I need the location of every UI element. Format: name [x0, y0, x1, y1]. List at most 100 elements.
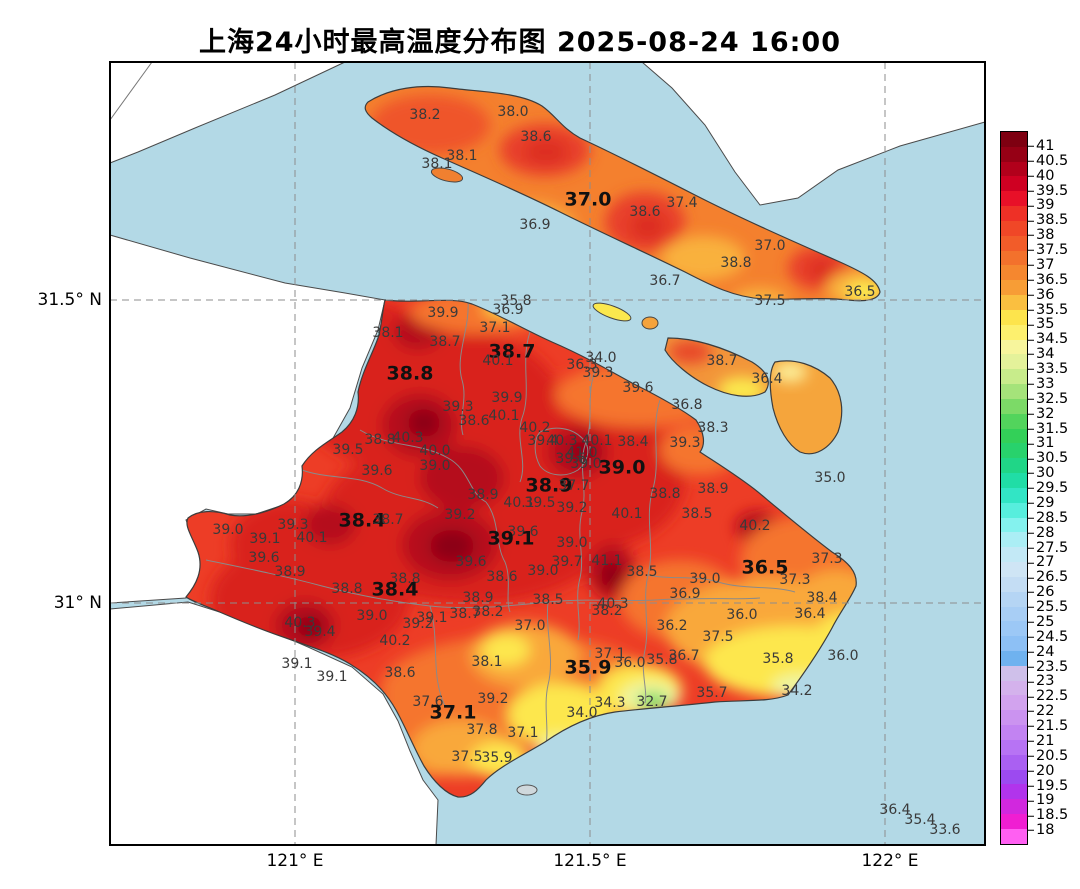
- station-temperature-label: 39.6: [622, 381, 653, 395]
- station-temperature-label: 37.5: [451, 750, 482, 764]
- colorbar-tick-label: 41: [1036, 139, 1054, 154]
- station-temperature-label: 39.1: [316, 670, 347, 684]
- colorbar-tick-label: 25: [1036, 615, 1054, 630]
- station-temperature-label: 39.0: [212, 523, 243, 537]
- colorbar-tick-label: 20: [1036, 763, 1054, 778]
- station-temperature-label: 34.2: [781, 684, 812, 698]
- station-temperature-label: 40.0: [419, 444, 450, 458]
- station-temperature-label: 40.2: [379, 634, 410, 648]
- station-temperature-label: 38.5: [532, 593, 563, 607]
- colorbar-segment: [1001, 369, 1027, 384]
- colorbar-tick-label: 18: [1036, 823, 1054, 838]
- colorbar-segment: [1001, 280, 1027, 295]
- colorbar-segment: [1001, 221, 1027, 236]
- colorbar-segment: [1001, 399, 1027, 414]
- station-temperature-label: 38.9: [467, 488, 498, 502]
- station-temperature-label: 37.8: [466, 723, 497, 737]
- station-temperature-label: 36.9: [669, 587, 700, 601]
- x-axis-tick-label: 121.5° E: [553, 851, 626, 871]
- station-temperature-label: 36.5: [844, 285, 875, 299]
- colorbar-segment: [1001, 755, 1027, 770]
- station-temperature-label: 38.7: [372, 513, 403, 527]
- colorbar-segment: [1001, 547, 1027, 562]
- colorbar-segment: [1001, 132, 1027, 147]
- station-temperature-label: 39.9: [491, 391, 522, 405]
- colorbar-tick-label: 27.5: [1036, 540, 1068, 555]
- station-temperature-label: 38.8: [364, 433, 395, 447]
- station-temperature-label: 37.1: [479, 321, 510, 335]
- station-temperature-label: 39.0: [527, 564, 558, 578]
- station-temperature-label: 38.1: [372, 326, 403, 340]
- station-temperature-label: 39.9: [427, 306, 458, 320]
- colorbar-segment: [1001, 176, 1027, 191]
- colorbar-tick-label: 29: [1036, 496, 1054, 511]
- station-temperature-label: 36.4: [751, 372, 782, 386]
- station-temperature-label: 38.6: [486, 570, 517, 584]
- colorbar-tick-label: 28: [1036, 525, 1054, 540]
- station-temperature-label: 38.6: [629, 205, 660, 219]
- station-temperature-label: 39.5: [332, 443, 363, 457]
- colorbar-tick-label: 23.5: [1036, 659, 1068, 674]
- station-temperature-label: 37.4: [666, 196, 697, 210]
- colorbar-segment: [1001, 636, 1027, 651]
- colorbar-tick-label: 29.5: [1036, 481, 1068, 496]
- colorbar-tick-label: 21.5: [1036, 719, 1068, 734]
- station-temperature-label: 40.2: [739, 519, 770, 533]
- colorbar-tick-label: 32.5: [1036, 392, 1068, 407]
- colorbar-tick-label: 40: [1036, 168, 1054, 183]
- station-temperature-label: 38.8: [720, 256, 751, 270]
- colorbar-tick-label: 19: [1036, 793, 1054, 808]
- colorbar-segment: [1001, 621, 1027, 636]
- colorbar-segment: [1001, 666, 1027, 681]
- station-temperature-label: 34.3: [594, 696, 625, 710]
- station-temperature-label: 40.1: [611, 507, 642, 521]
- station-temperature-label: 38.4: [806, 591, 837, 605]
- station-temperature-label: 36.0: [726, 608, 757, 622]
- station-temperature-label: 39.1: [488, 530, 535, 549]
- x-axis-tick-label: 121° E: [266, 851, 323, 871]
- colorbar-segment: [1001, 607, 1027, 622]
- colorbar-tick-label: 32: [1036, 406, 1054, 421]
- colorbar-segment: [1001, 651, 1027, 666]
- station-temperature-label: 36.8: [671, 398, 702, 412]
- station-temperature-label: 38.3: [697, 421, 728, 435]
- station-temperature-label: 35.9: [565, 659, 612, 678]
- colorbar-tick-label: 24.5: [1036, 630, 1068, 645]
- station-temperature-label: 35.7: [696, 686, 727, 700]
- colorbar-tick-label: 36: [1036, 287, 1054, 302]
- colorbar-tick-label: 18.5: [1036, 808, 1068, 823]
- colorbar-segment: [1001, 191, 1027, 206]
- colorbar-segment: [1001, 577, 1027, 592]
- colorbar-segment: [1001, 429, 1027, 444]
- colorbar-tick-label: 39: [1036, 198, 1054, 213]
- temperature-map-figure: 上海24小时最高温度分布图 2025-08-24 16:00: [0, 0, 1080, 889]
- station-temperature-label: 40.1: [482, 354, 513, 368]
- colorbar-tick-label: 26.5: [1036, 570, 1068, 585]
- station-temperature-label: 37.3: [779, 573, 810, 587]
- station-temperature-label: 39.6: [361, 464, 392, 478]
- colorbar-tick-label: 21: [1036, 734, 1054, 749]
- colorbar-tick-label: 37.5: [1036, 243, 1068, 258]
- colorbar-tick-label: 23: [1036, 674, 1054, 689]
- colorbar-segment: [1001, 384, 1027, 399]
- station-temperature-label: 39.3: [442, 400, 473, 414]
- colorbar-tick-label: 30.5: [1036, 451, 1068, 466]
- station-temperature-label: 39.0: [599, 459, 646, 478]
- station-temperature-label: 37.1: [430, 704, 477, 723]
- y-axis-tick-label: 31.5° N: [2, 290, 102, 310]
- colorbar-tick-label: 33.5: [1036, 362, 1068, 377]
- y-axis-tick-label: 31° N: [2, 593, 102, 613]
- colorbar-segment: [1001, 562, 1027, 577]
- colorbar-tick-label: 26: [1036, 585, 1054, 600]
- station-temperature-label: 35.0: [814, 471, 845, 485]
- colorbar-segment: [1001, 710, 1027, 725]
- colorbar-tick-label: 19.5: [1036, 778, 1068, 793]
- colorbar-segment: [1001, 458, 1027, 473]
- colorbar-segment: [1001, 325, 1027, 340]
- station-temperature-label: 39.6: [248, 551, 279, 565]
- station-temperature-label: 37.5: [754, 294, 785, 308]
- station-temperature-label: 37.3: [811, 552, 842, 566]
- station-temperature-label: 39.2: [444, 508, 475, 522]
- colorbar-tick-label: 31.5: [1036, 421, 1068, 436]
- colorbar-segment: [1001, 725, 1027, 740]
